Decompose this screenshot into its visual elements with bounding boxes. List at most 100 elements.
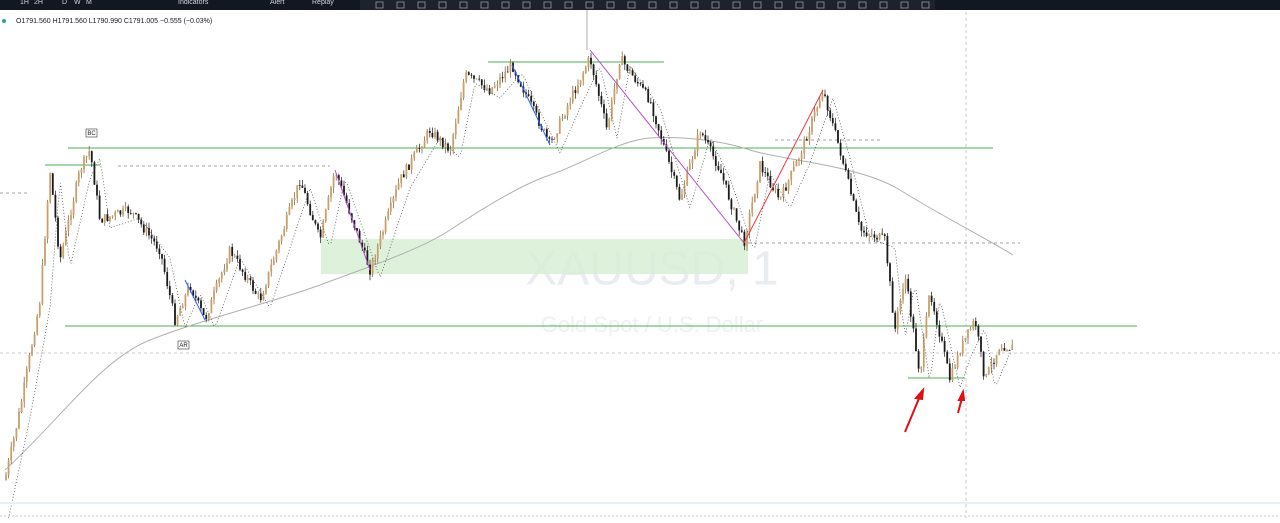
toolbar-button[interactable]: Indicators <box>178 0 209 6</box>
levels <box>45 61 1137 379</box>
candle-body <box>262 293 265 301</box>
candle-body <box>938 324 941 337</box>
candle-body <box>298 185 301 186</box>
candle-body <box>137 213 140 220</box>
candle-body <box>915 328 917 352</box>
candle-body <box>941 336 943 341</box>
candle-body <box>590 57 592 65</box>
candle-body <box>179 308 182 316</box>
candle-body <box>181 306 184 309</box>
candle-body <box>187 286 189 295</box>
candle-body <box>504 71 507 79</box>
candle-body <box>626 64 629 71</box>
candle-body <box>444 143 447 148</box>
candle-body <box>389 202 392 212</box>
candle-body <box>275 250 278 260</box>
tool-icon <box>543 1 552 9</box>
candle-body <box>597 84 600 96</box>
candle-body <box>636 81 639 84</box>
candle-body <box>696 134 699 152</box>
candle-body <box>743 231 746 246</box>
candle-body <box>194 295 197 298</box>
candle-body <box>982 351 985 377</box>
candle-body <box>928 295 930 316</box>
candle-body <box>756 182 759 194</box>
candle-body <box>421 147 423 149</box>
candle-body <box>709 142 712 147</box>
annotation: AR <box>179 343 188 349</box>
candle-body <box>129 212 132 214</box>
candle-body <box>527 94 530 96</box>
candle-body <box>226 262 228 270</box>
candle-body <box>951 368 954 381</box>
candle-body <box>818 100 821 108</box>
candle-body <box>850 178 852 195</box>
candle-body <box>668 150 670 162</box>
candle-body <box>249 278 252 281</box>
candle-body <box>184 294 187 307</box>
candle-body <box>322 220 325 238</box>
candle-body <box>96 184 98 196</box>
candle-body <box>644 87 647 90</box>
toolbar-button[interactable]: Replay <box>312 0 334 6</box>
candle-body <box>408 164 410 170</box>
candle-body <box>366 250 369 265</box>
candle-body <box>995 354 998 364</box>
candle-body <box>153 238 156 242</box>
candle-body <box>106 214 109 221</box>
candle-body <box>327 196 330 210</box>
candle-body <box>23 382 26 402</box>
interval[interactable]: M <box>86 0 92 6</box>
toolbar-button[interactable]: Alert <box>270 0 284 6</box>
candle-body <box>59 246 62 258</box>
candle-body <box>384 219 387 232</box>
candle-body <box>293 197 296 200</box>
candle-body <box>478 78 481 80</box>
candle-body <box>488 88 491 94</box>
candle-body <box>319 229 322 238</box>
candle-body <box>774 188 777 191</box>
candle-body <box>894 312 897 329</box>
candle-body <box>647 89 650 103</box>
candle-body <box>569 102 572 106</box>
candle-body <box>501 77 504 79</box>
candle-body <box>119 210 122 215</box>
candle-body <box>961 340 964 354</box>
candle-body <box>571 90 574 103</box>
candle-body <box>259 293 262 301</box>
candle-body <box>343 185 345 196</box>
candle-body <box>675 175 678 187</box>
tool-icon <box>753 1 762 9</box>
candle-body <box>267 271 270 286</box>
candle-body <box>324 209 327 221</box>
tool-icon <box>501 1 510 9</box>
candle-body <box>36 315 39 335</box>
candle-body <box>166 272 169 287</box>
candle-body <box>623 56 626 65</box>
candle-body <box>652 102 655 117</box>
candle-body <box>77 172 80 183</box>
candle-body <box>80 169 83 173</box>
candle-body <box>746 232 748 246</box>
candle-body <box>954 367 956 369</box>
zigzags <box>184 49 824 321</box>
candle-body <box>691 158 694 164</box>
candle-body <box>748 213 751 233</box>
candle-body <box>41 264 44 304</box>
candle-body <box>1000 348 1003 351</box>
candle-body <box>720 169 722 174</box>
candle-body <box>395 189 397 198</box>
candle-body <box>824 94 826 96</box>
tool-icon <box>858 1 867 9</box>
candle-body <box>813 111 816 118</box>
candle-body <box>244 271 247 280</box>
interval[interactable]: D <box>62 0 67 6</box>
candle-body <box>51 173 54 195</box>
candle-body <box>83 157 85 170</box>
interval[interactable]: W <box>74 0 81 6</box>
interval[interactable]: 1H <box>20 0 29 6</box>
candle-body <box>579 80 582 85</box>
candle-body <box>886 236 889 264</box>
interval[interactable]: 2H <box>34 0 43 6</box>
candle-body <box>642 83 644 88</box>
